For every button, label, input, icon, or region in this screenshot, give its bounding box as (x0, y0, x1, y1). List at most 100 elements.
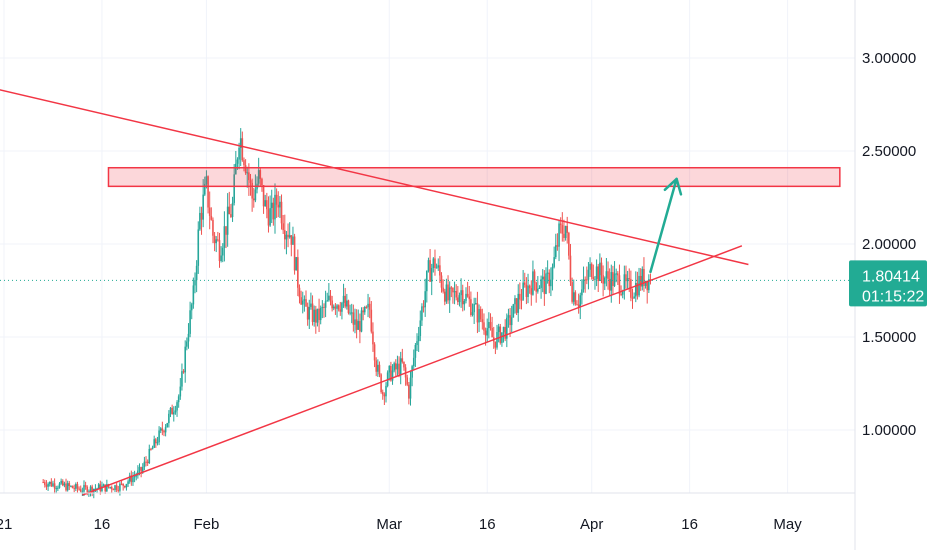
candle-body (608, 278, 611, 291)
resistance-zone[interactable] (107, 166, 841, 188)
candle-body (238, 147, 240, 160)
candle-body (448, 287, 451, 301)
candle-body (244, 165, 247, 174)
time-axis[interactable]: 21 16 Feb Mar 16 Apr 16 May (0, 516, 802, 533)
x-tick-label: Apr (580, 516, 603, 533)
ascending-trendline[interactable] (82, 245, 743, 496)
candle-body (130, 475, 133, 483)
x-tick-label: 16 (681, 516, 698, 533)
candle-body (377, 364, 379, 372)
candle-body (496, 332, 498, 348)
candle-body (114, 485, 116, 490)
candle-body (352, 312, 355, 325)
y-tick-label: 3.00000 (862, 50, 916, 67)
candle-body (577, 304, 580, 307)
descending-trendline[interactable] (0, 54, 749, 266)
candle-body (266, 200, 268, 210)
candle-body (429, 260, 431, 282)
candle-body (280, 201, 283, 224)
candle-body (576, 304, 578, 306)
candle-body (443, 291, 446, 302)
projection-arrow[interactable] (649, 177, 683, 274)
candle-body (473, 303, 475, 313)
candle-body (417, 336, 420, 342)
candle-body (401, 358, 404, 362)
candle-body (365, 307, 368, 309)
candle-body (288, 235, 291, 238)
candle-body (411, 366, 413, 378)
candle-body (390, 365, 392, 381)
candle-body (527, 285, 529, 297)
candle-body (494, 341, 497, 348)
candle-body (450, 287, 453, 289)
candle-body (610, 272, 613, 291)
candle-body (519, 293, 521, 300)
candle-body (226, 206, 229, 235)
price-axis[interactable]: 3.00000 2.50000 2.00000 1.50000 1.00000 (862, 50, 916, 439)
candle-body (465, 293, 467, 301)
candle-body (344, 295, 346, 307)
candle-body (102, 484, 105, 487)
candle-body (440, 275, 443, 288)
candle-body (58, 483, 61, 488)
candle-body (275, 194, 278, 205)
candle-body (582, 279, 585, 290)
candle-body (181, 371, 183, 387)
candle-body (86, 486, 89, 494)
candle-body (349, 312, 351, 314)
candle-body (269, 207, 271, 226)
candle-body (50, 481, 53, 487)
candle-body (212, 219, 214, 236)
candle-body (403, 361, 405, 368)
candle-body (426, 270, 428, 292)
candle-body (556, 245, 559, 247)
candle-body (620, 293, 622, 295)
candle-body (274, 194, 276, 220)
candle-body (419, 320, 422, 337)
candle-body (537, 288, 539, 292)
candle-body (551, 266, 554, 280)
candle-body (293, 236, 296, 271)
candle-body (439, 265, 441, 276)
candle-body (453, 290, 456, 293)
candle-body (572, 292, 575, 302)
candle-body (138, 467, 141, 471)
candle-body (235, 163, 237, 175)
candle-body (507, 315, 510, 318)
candle-body (470, 299, 472, 316)
candle-body (329, 295, 332, 301)
candle-body (486, 328, 489, 336)
candle-body (68, 483, 71, 487)
candle-body (594, 278, 596, 280)
x-tick-label: Feb (194, 516, 220, 533)
candle-body (161, 428, 164, 431)
candle-body (109, 486, 111, 488)
candle-body (621, 291, 624, 295)
candle-body (127, 481, 129, 484)
candle-body (202, 194, 204, 220)
candle-body (434, 258, 436, 268)
candle-body (510, 317, 513, 326)
candle-body (115, 485, 118, 490)
candle-body (282, 223, 284, 231)
candle-body (189, 310, 191, 334)
x-tick-label: 16 (479, 516, 496, 533)
candle-body (257, 170, 260, 184)
candle-body (324, 301, 327, 308)
candle-body (540, 279, 542, 288)
candle-body (612, 272, 614, 286)
candle-body (554, 245, 557, 258)
candle-body (220, 255, 222, 261)
candle-body (506, 317, 508, 339)
candle-body (561, 225, 564, 234)
candle-body (283, 230, 286, 240)
candle-body (445, 284, 448, 302)
candle-body (230, 214, 232, 217)
candle-body (522, 282, 524, 300)
candle-body (221, 247, 224, 256)
candle-body (292, 236, 294, 245)
candle-body (479, 309, 482, 320)
candle-body (432, 258, 435, 268)
candle-body (599, 262, 601, 282)
